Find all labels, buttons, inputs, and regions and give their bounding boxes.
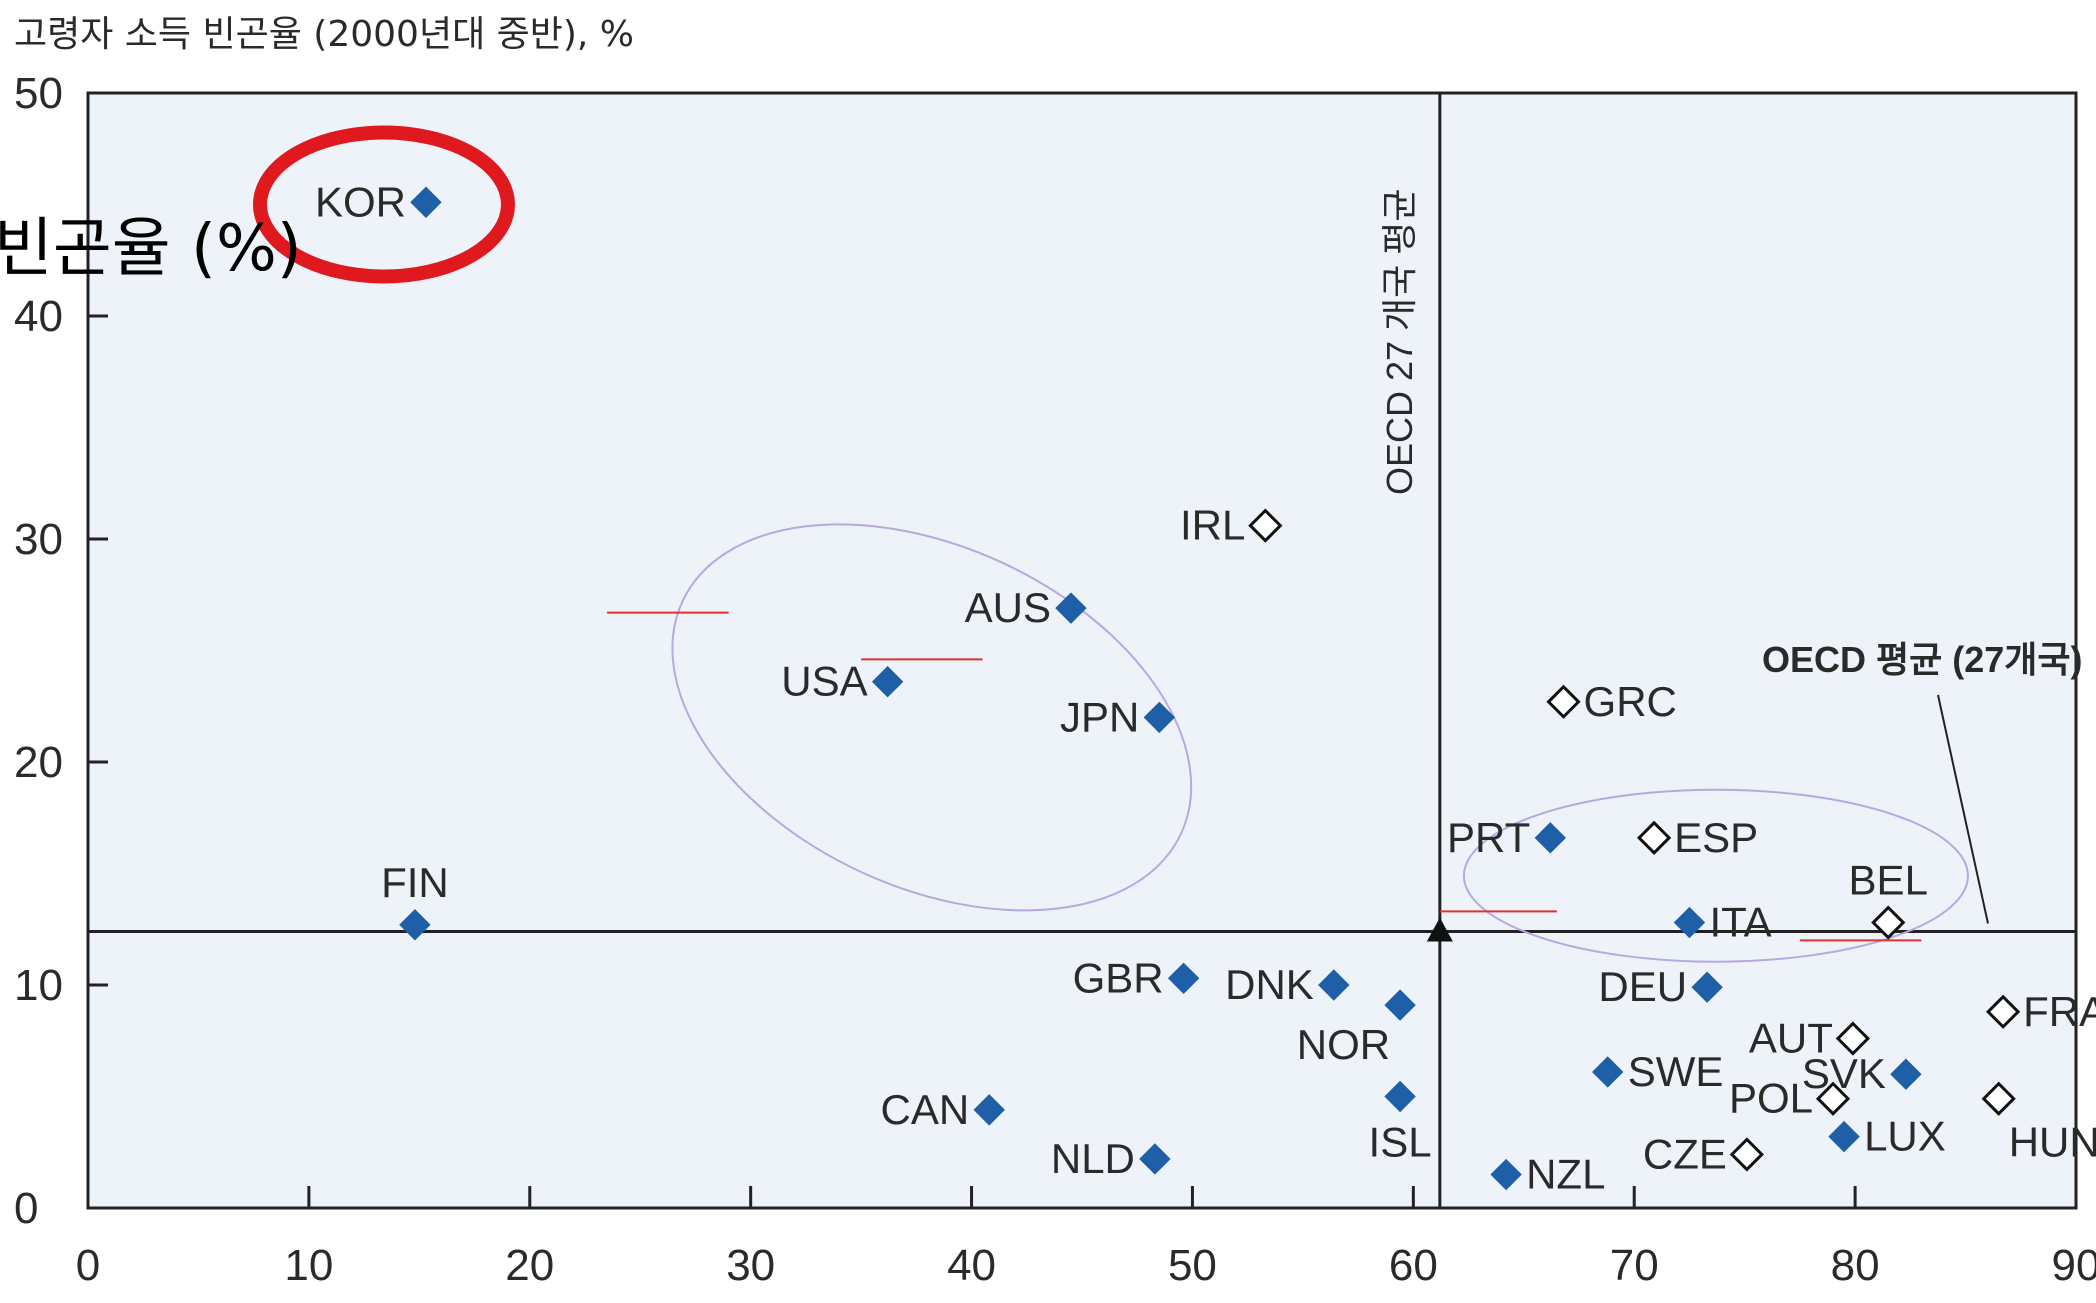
point-label-grc: GRC [1584, 678, 1677, 725]
highlight-shapes [252, 125, 1969, 963]
point-label-can: CAN [881, 1086, 970, 1133]
point-label-nor: NOR [1297, 1021, 1390, 1068]
point-aus [1055, 592, 1087, 624]
point-label-isl: ISL [1369, 1119, 1432, 1166]
point-label-aus: AUS [965, 584, 1051, 631]
y-tick-label: 30 [14, 515, 63, 564]
europe-group-ellipse [1462, 788, 1969, 963]
point-deu [1691, 971, 1723, 1003]
x-tick-label: 40 [947, 1241, 996, 1290]
point-ita [1673, 906, 1706, 939]
point-label-ita: ITA [1709, 899, 1771, 946]
x-tick-label: 30 [726, 1241, 775, 1290]
y-tick-label: 10 [14, 961, 63, 1010]
x-tick-label: 50 [1168, 1241, 1217, 1290]
axes: 0 10 20 30 40 50 60 70 80 90 0 10 20 30 40 50 [14, 69, 2096, 1290]
y-tick-label: 0 [14, 1184, 38, 1233]
point-label-nld: NLD [1051, 1135, 1135, 1182]
data-points: KOR FIN USA AUS JPN IRL GBR DNK NOR ISL CAN NLD NZL G… [315, 178, 2096, 1197]
point-label-esp: ESP [1674, 814, 1758, 861]
point-label-jpn: JPN [1060, 693, 1139, 740]
point-nld [1139, 1143, 1171, 1175]
point-label-cze: CZE [1643, 1130, 1727, 1177]
point-svk [1890, 1058, 1922, 1090]
point-dnk [1318, 969, 1350, 1001]
x-tick-label: 80 [1831, 1241, 1880, 1290]
x-tick-label: 60 [1389, 1241, 1438, 1290]
point-label-pol: POL [1729, 1075, 1813, 1122]
x-tick-label: 10 [284, 1241, 333, 1290]
point-label-kor: KOR [315, 178, 406, 225]
y-tick-label: 40 [14, 292, 63, 341]
point-pol [1815, 1081, 1851, 1116]
point-isl [1384, 1080, 1416, 1113]
point-label-svk: SVK [1802, 1050, 1886, 1097]
point-irl [1248, 508, 1283, 543]
x-tick-label: 70 [1610, 1241, 1659, 1290]
point-fra [1985, 994, 2021, 1029]
reference-leader-line [1937, 694, 1989, 924]
y-tick-label: 20 [14, 738, 63, 787]
x-tick-label: 90 [2052, 1241, 2096, 1290]
point-label-dnk: DNK [1225, 961, 1314, 1008]
point-label-gbr: GBR [1073, 954, 1164, 1001]
point-gbr [1167, 962, 1200, 995]
x-tick-label: 0 [76, 1241, 100, 1290]
point-label-fra: FRA [2023, 988, 2096, 1035]
point-cze [1729, 1137, 1764, 1172]
point-label-nzl: NZL [1526, 1151, 1605, 1198]
point-label-bel: BEL [1849, 857, 1928, 904]
point-fin [399, 909, 431, 941]
point-esp [1636, 820, 1672, 855]
point-label-hun: HUN [2009, 1119, 2096, 1166]
y-tick-label: 50 [14, 69, 63, 118]
reference-horizontal-label: OECD 평균 (27개국) [1762, 639, 2083, 680]
point-swe [1592, 1056, 1624, 1088]
chart-title: 고령자 소득 빈곤율 (2000년대 중반), % [14, 14, 634, 55]
point-hun [1981, 1081, 2016, 1116]
point-aut [1835, 1021, 1871, 1056]
point-lux [1828, 1120, 1860, 1153]
anglo-group-ellipse [671, 523, 1193, 912]
point-label-deu: DEU [1598, 963, 1687, 1010]
point-label-fin: FIN [381, 859, 449, 906]
point-grc [1546, 684, 1581, 719]
reference-intersection-marker [1426, 917, 1453, 942]
point-label-aut: AUT [1749, 1015, 1833, 1062]
point-can [973, 1094, 1005, 1126]
point-kor [410, 186, 442, 218]
point-usa [871, 666, 904, 698]
reference-vertical-label: OECD 27 개국 평균 [1379, 188, 1420, 495]
y-axis-title: 빈곤율 (%) [0, 212, 302, 286]
korea-highlight-circle [252, 125, 515, 284]
point-jpn [1143, 701, 1176, 734]
point-label-usa: USA [781, 658, 867, 705]
point-label-irl: IRL [1180, 502, 1245, 549]
point-nzl [1490, 1158, 1522, 1191]
point-label-lux: LUX [1864, 1113, 1946, 1160]
x-tick-label: 20 [505, 1241, 554, 1290]
point-bel [1871, 905, 1906, 940]
point-label-swe: SWE [1628, 1048, 1724, 1095]
point-prt [1534, 822, 1566, 854]
point-label-prt: PRT [1447, 814, 1530, 861]
point-nor [1384, 989, 1416, 1021]
